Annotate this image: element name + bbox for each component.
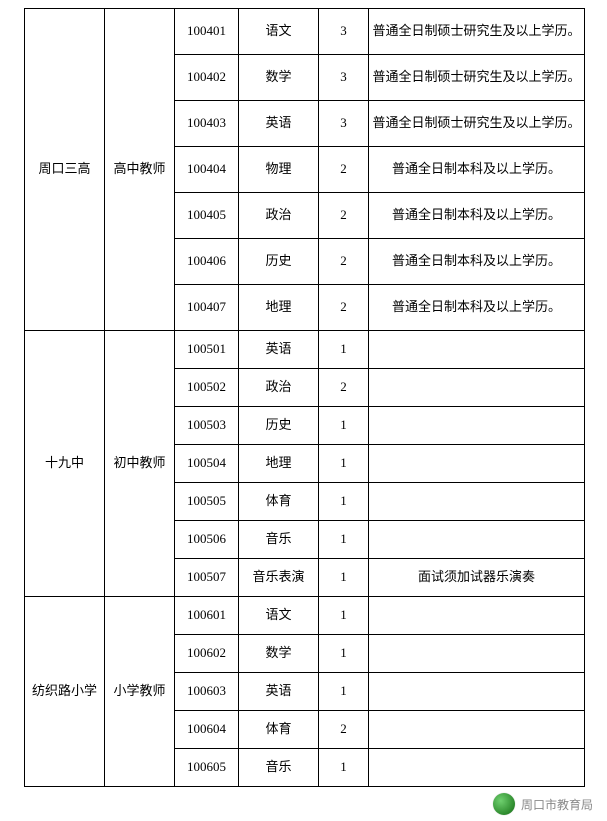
code-cell: 100404 bbox=[175, 147, 239, 193]
count-cell: 2 bbox=[319, 193, 369, 239]
remark-cell: 普通全日制硕士研究生及以上学历。 bbox=[369, 55, 585, 101]
code-cell: 100401 bbox=[175, 9, 239, 55]
table-row: 十九中初中教师100501英语1 bbox=[25, 331, 585, 369]
remark-cell bbox=[369, 597, 585, 635]
subject-cell: 地理 bbox=[239, 285, 319, 331]
school-cell: 周口三高 bbox=[25, 9, 105, 331]
count-cell: 1 bbox=[319, 445, 369, 483]
footer-source: 周口市教育局 bbox=[521, 796, 593, 813]
code-cell: 100503 bbox=[175, 407, 239, 445]
remark-cell bbox=[369, 749, 585, 787]
subject-cell: 语文 bbox=[239, 597, 319, 635]
count-cell: 1 bbox=[319, 635, 369, 673]
remark-cell bbox=[369, 711, 585, 749]
remark-cell bbox=[369, 331, 585, 369]
subject-cell: 英语 bbox=[239, 331, 319, 369]
subject-cell: 语文 bbox=[239, 9, 319, 55]
remark-cell bbox=[369, 445, 585, 483]
count-cell: 1 bbox=[319, 483, 369, 521]
remark-cell bbox=[369, 483, 585, 521]
subject-cell: 数学 bbox=[239, 55, 319, 101]
code-cell: 100505 bbox=[175, 483, 239, 521]
subject-cell: 体育 bbox=[239, 483, 319, 521]
count-cell: 1 bbox=[319, 331, 369, 369]
code-cell: 100506 bbox=[175, 521, 239, 559]
count-cell: 2 bbox=[319, 147, 369, 193]
count-cell: 2 bbox=[319, 711, 369, 749]
subject-cell: 物理 bbox=[239, 147, 319, 193]
code-cell: 100407 bbox=[175, 285, 239, 331]
school-cell: 十九中 bbox=[25, 331, 105, 597]
count-cell: 3 bbox=[319, 101, 369, 147]
remark-cell: 普通全日制硕士研究生及以上学历。 bbox=[369, 101, 585, 147]
school-cell: 纺织路小学 bbox=[25, 597, 105, 787]
subject-cell: 历史 bbox=[239, 407, 319, 445]
category-cell: 高中教师 bbox=[105, 9, 175, 331]
remark-cell: 普通全日制本科及以上学历。 bbox=[369, 239, 585, 285]
code-cell: 100601 bbox=[175, 597, 239, 635]
count-cell: 1 bbox=[319, 749, 369, 787]
subject-cell: 政治 bbox=[239, 193, 319, 239]
code-cell: 100502 bbox=[175, 369, 239, 407]
code-cell: 100402 bbox=[175, 55, 239, 101]
source-logo-icon bbox=[493, 793, 515, 815]
remark-cell bbox=[369, 673, 585, 711]
code-cell: 100504 bbox=[175, 445, 239, 483]
remark-cell: 普通全日制硕士研究生及以上学历。 bbox=[369, 9, 585, 55]
count-cell: 1 bbox=[319, 521, 369, 559]
code-cell: 100405 bbox=[175, 193, 239, 239]
code-cell: 100604 bbox=[175, 711, 239, 749]
subject-cell: 地理 bbox=[239, 445, 319, 483]
code-cell: 100507 bbox=[175, 559, 239, 597]
count-cell: 1 bbox=[319, 597, 369, 635]
code-cell: 100403 bbox=[175, 101, 239, 147]
count-cell: 2 bbox=[319, 285, 369, 331]
count-cell: 2 bbox=[319, 369, 369, 407]
code-cell: 100605 bbox=[175, 749, 239, 787]
count-cell: 1 bbox=[319, 559, 369, 597]
code-cell: 100406 bbox=[175, 239, 239, 285]
subject-cell: 音乐表演 bbox=[239, 559, 319, 597]
footer: 周口市教育局 bbox=[493, 793, 593, 815]
count-cell: 2 bbox=[319, 239, 369, 285]
remark-cell bbox=[369, 369, 585, 407]
remark-cell bbox=[369, 521, 585, 559]
subject-cell: 历史 bbox=[239, 239, 319, 285]
count-cell: 3 bbox=[319, 9, 369, 55]
subject-cell: 英语 bbox=[239, 101, 319, 147]
subject-cell: 音乐 bbox=[239, 749, 319, 787]
remark-cell: 普通全日制本科及以上学历。 bbox=[369, 147, 585, 193]
code-cell: 100501 bbox=[175, 331, 239, 369]
recruitment-table: 周口三高高中教师100401语文3普通全日制硕士研究生及以上学历。100402数… bbox=[24, 8, 585, 787]
count-cell: 3 bbox=[319, 55, 369, 101]
subject-cell: 英语 bbox=[239, 673, 319, 711]
remark-cell: 面试须加试器乐演奏 bbox=[369, 559, 585, 597]
code-cell: 100602 bbox=[175, 635, 239, 673]
category-cell: 小学教师 bbox=[105, 597, 175, 787]
code-cell: 100603 bbox=[175, 673, 239, 711]
count-cell: 1 bbox=[319, 407, 369, 445]
table-row: 纺织路小学小学教师100601语文1 bbox=[25, 597, 585, 635]
remark-cell: 普通全日制本科及以上学历。 bbox=[369, 285, 585, 331]
remark-cell bbox=[369, 635, 585, 673]
table-row: 周口三高高中教师100401语文3普通全日制硕士研究生及以上学历。 bbox=[25, 9, 585, 55]
category-cell: 初中教师 bbox=[105, 331, 175, 597]
subject-cell: 政治 bbox=[239, 369, 319, 407]
remark-cell: 普通全日制本科及以上学历。 bbox=[369, 193, 585, 239]
subject-cell: 音乐 bbox=[239, 521, 319, 559]
subject-cell: 数学 bbox=[239, 635, 319, 673]
count-cell: 1 bbox=[319, 673, 369, 711]
subject-cell: 体育 bbox=[239, 711, 319, 749]
remark-cell bbox=[369, 407, 585, 445]
